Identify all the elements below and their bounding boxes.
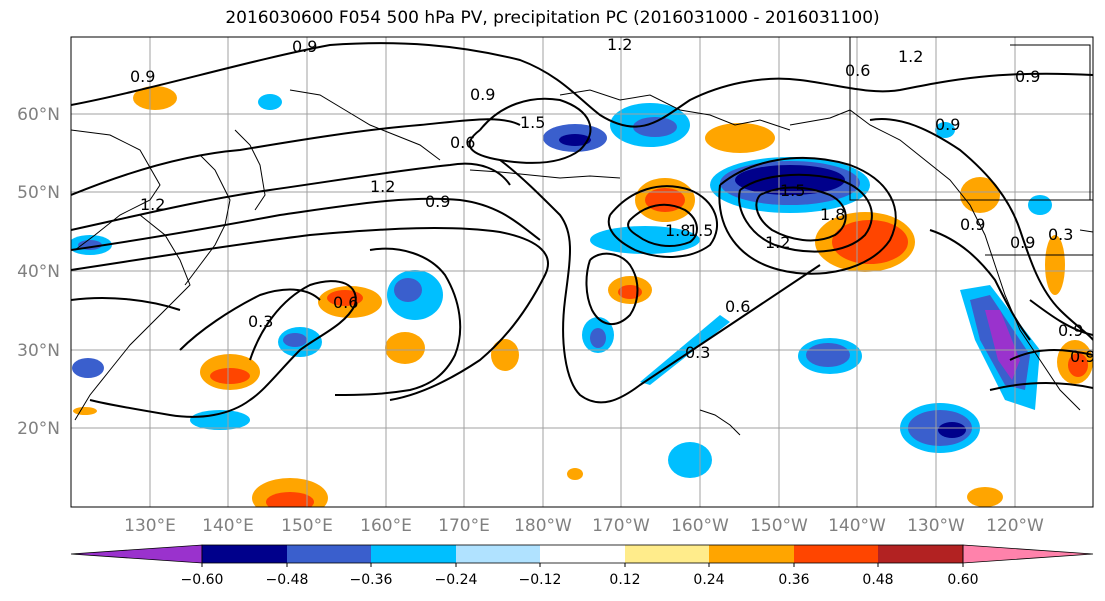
graticule — [71, 37, 1093, 507]
colorbar-segment — [709, 545, 794, 563]
contour-label: 1.8 — [665, 221, 690, 240]
colorbar — [70, 544, 1094, 567]
lon-label: 120°W — [986, 516, 1044, 536]
lat-label: 50°N — [17, 183, 60, 203]
lon-label: 150°W — [750, 516, 808, 536]
contour-label: 0.6 — [333, 293, 358, 312]
lon-label: 130°E — [124, 516, 176, 536]
lon-label: 160°W — [671, 516, 729, 536]
lon-label: 170°W — [592, 516, 650, 536]
contour-label: 0.9 — [1070, 347, 1095, 366]
colorbar-tick-label: 0.36 — [778, 572, 809, 588]
contour-label: 0.9 — [960, 215, 985, 234]
lat-label: 20°N — [17, 419, 60, 439]
lon-label: 130°W — [907, 516, 965, 536]
lon-label: 150°E — [281, 516, 333, 536]
contour-label: 0.9 — [1010, 233, 1035, 252]
map-borders — [849, 37, 1093, 256]
contour-label: 0.3 — [248, 312, 273, 331]
contour-label: 0.9 — [470, 85, 495, 104]
colorbar-segment — [625, 545, 709, 563]
contour-label: 0.6 — [845, 61, 870, 80]
colorbar-segment — [287, 545, 371, 563]
contour-label: 0.9 — [1058, 321, 1083, 340]
colorbar-segment — [456, 545, 540, 563]
colorbar-tick-label: −0.24 — [435, 572, 478, 588]
contour-label: 0.9 — [130, 67, 155, 86]
colorbar-segment — [794, 545, 878, 563]
contour-label: 0.9 — [1015, 67, 1040, 86]
colorbar-segment — [371, 545, 456, 563]
map-title: 2016030600 F054 500 hPa PV, precipitatio… — [225, 8, 880, 28]
colorbar-tick-label: −0.36 — [350, 572, 393, 588]
contour-label: 0.6 — [450, 133, 475, 152]
contour-labels: 0.9 1.2 1.2 0.6 0.9 0.9 0.9 0.6 1.2 0.9 … — [130, 35, 1095, 366]
coastlines — [71, 89, 1093, 436]
lon-label: 140°E — [202, 516, 254, 536]
contour-label: 1.2 — [898, 47, 923, 66]
contour-label: 1.5 — [780, 181, 805, 200]
plot-area: 0.9 1.2 1.2 0.6 0.9 0.9 0.9 0.6 1.2 0.9 … — [71, 35, 1095, 507]
colorbar-tick-label: −0.60 — [181, 572, 224, 588]
lat-label: 30°N — [17, 341, 60, 361]
colorbar-tick-labels: −0.60 −0.48 −0.36 −0.24 −0.12 0.12 0.24 … — [181, 572, 979, 588]
lat-label: 60°N — [17, 105, 60, 125]
colorbar-tick-label: 0.48 — [862, 572, 893, 588]
colorbar-tick-label: −0.48 — [266, 572, 309, 588]
colorbar-segment — [540, 545, 625, 563]
contour-label: 0.3 — [685, 343, 710, 362]
contour-label: 1.5 — [520, 113, 545, 132]
contour-label: 1.8 — [820, 205, 845, 224]
lat-label: 40°N — [17, 262, 60, 282]
contour-label: 0.9 — [425, 192, 450, 211]
colorbar-tick-label: −0.12 — [519, 572, 562, 588]
lon-label: 140°W — [828, 516, 886, 536]
lon-label: 170°E — [438, 516, 490, 536]
colorbar-tick-label: 0.24 — [693, 572, 724, 588]
contour-label: 1.2 — [765, 233, 790, 252]
colorbar-segment — [878, 545, 963, 563]
contour-label: 1.2 — [607, 35, 632, 54]
colorbar-tick-label: 0.12 — [609, 572, 640, 588]
contour-label: 1.2 — [370, 177, 395, 196]
colorbar-extend-max — [962, 544, 1094, 564]
contour-label: 0.9 — [292, 37, 317, 56]
pv-contours — [71, 42, 1093, 418]
colorbar-tick-label: 0.60 — [947, 572, 978, 588]
colorbar-extend-min — [70, 544, 203, 564]
contour-label: 1.2 — [140, 195, 165, 214]
lon-label: 160°E — [360, 516, 412, 536]
longitude-labels: 130°E 140°E 150°E 160°E 170°E 180°W 170°… — [124, 516, 1044, 536]
contour-label: 0.6 — [725, 297, 750, 316]
lon-label: 180°W — [514, 516, 572, 536]
latitude-labels: 60°N 50°N 40°N 30°N 20°N — [17, 105, 60, 439]
plot-frame — [70, 36, 1094, 508]
colorbar-frame — [201, 544, 964, 564]
colorbar-segment — [202, 545, 287, 563]
contour-label: 0.3 — [1048, 225, 1073, 244]
contour-label: 0.9 — [935, 115, 960, 134]
contour-label: 1.5 — [688, 221, 713, 240]
